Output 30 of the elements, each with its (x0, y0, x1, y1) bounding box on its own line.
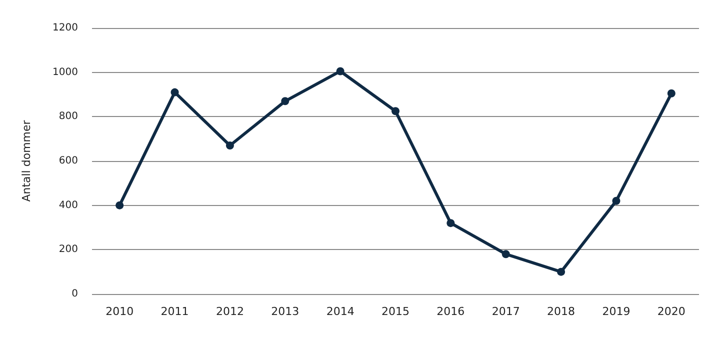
y-tick-label: 800 (58, 111, 78, 122)
x-tick-label: 2014 (326, 305, 354, 318)
point (281, 97, 290, 106)
x-tick-label: 2012 (216, 305, 244, 318)
y-tick-label: 1200 (52, 22, 78, 34)
y-axis-title: Antall dommer (20, 120, 33, 202)
point (392, 107, 400, 116)
point (336, 67, 344, 76)
y-tick-label: 200 (58, 244, 78, 256)
point (557, 268, 566, 276)
point (667, 89, 676, 98)
y-tick-label: 0 (72, 288, 78, 300)
x-tick-label: 2013 (271, 305, 300, 318)
point (446, 219, 455, 228)
point (170, 88, 179, 96)
point (116, 201, 124, 210)
x-tick-label: 2010 (106, 305, 134, 318)
x-tick-label: 2017 (492, 305, 520, 318)
x-tick-label: 2016 (436, 305, 465, 318)
point (226, 141, 234, 150)
y-tick-label: 1000 (52, 66, 78, 78)
x-tick-label: 2011 (160, 305, 189, 318)
y-tick-label: 400 (58, 200, 78, 211)
x-tick-label: 2018 (547, 305, 576, 318)
point (502, 250, 510, 258)
x-tick-label: 2019 (602, 305, 630, 318)
y-tick-label: 600 (58, 156, 78, 166)
x-tick-label: 2015 (382, 305, 410, 318)
point (612, 196, 620, 205)
x-tick-label: 2020 (657, 305, 686, 318)
